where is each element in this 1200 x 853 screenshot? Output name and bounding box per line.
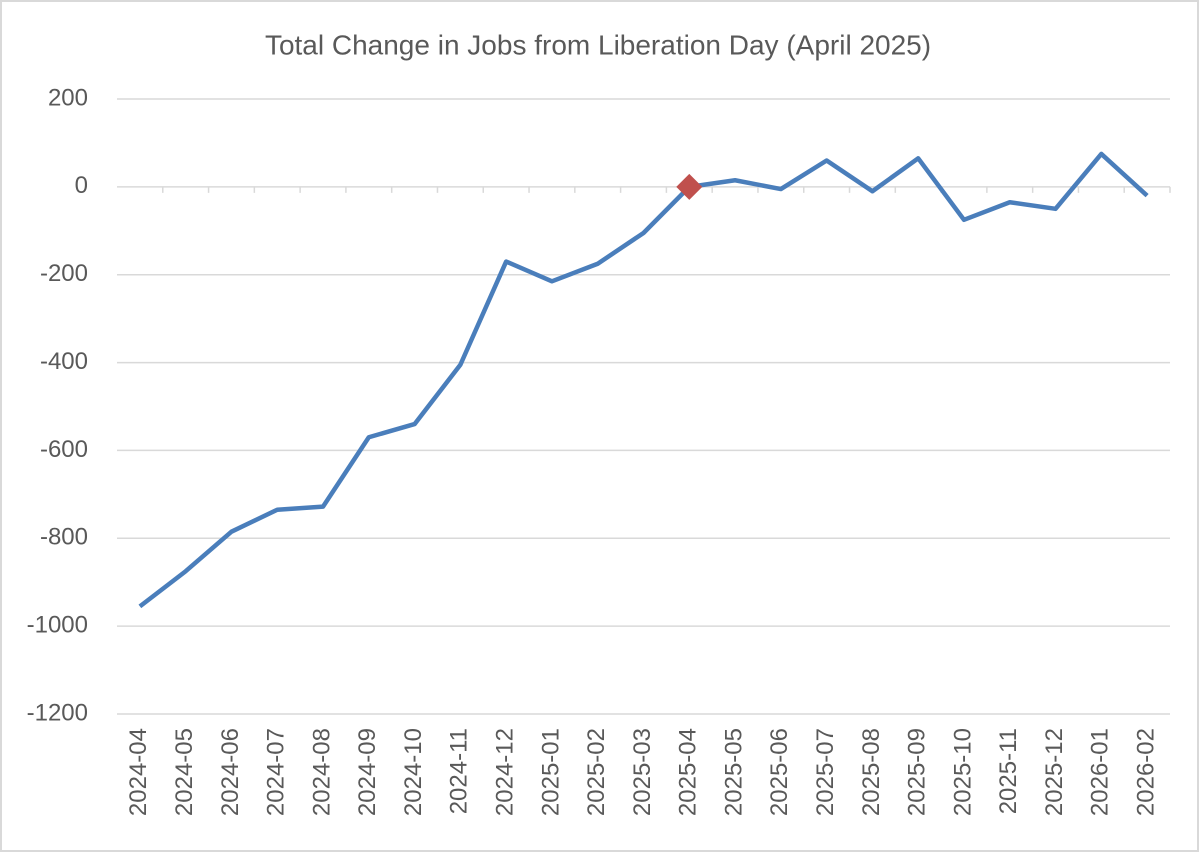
x-tick-label: 2025-12	[1041, 728, 1068, 816]
x-tick-label: 2025-08	[858, 728, 885, 816]
y-tick-label: -200	[40, 260, 88, 287]
x-tick-label: 2025-04	[675, 728, 702, 816]
x-tick-label: 2025-10	[949, 728, 976, 816]
x-tick-label: 2026-01	[1087, 728, 1114, 816]
x-tick-label: 2024-12	[491, 728, 518, 816]
y-tick-label: 200	[48, 84, 88, 111]
x-tick-label: 2025-03	[629, 728, 656, 816]
y-tick-label: -400	[40, 348, 88, 375]
x-tick-label: 2024-09	[354, 728, 381, 816]
x-tick-label: 2024-08	[308, 728, 335, 816]
x-tick-label: 2024-04	[125, 728, 152, 816]
x-tick-label: 2024-05	[171, 728, 198, 816]
x-tick-label: 2025-09	[904, 728, 931, 816]
x-tick-label: 2025-11	[995, 728, 1022, 814]
x-tick-label: 2025-02	[583, 728, 610, 816]
y-tick-label: -600	[40, 436, 88, 463]
x-tick-label: 2025-05	[720, 728, 747, 816]
y-tick-label: -1000	[27, 611, 88, 638]
x-tick-label: 2026-02	[1132, 728, 1159, 816]
x-tick-label: 2024-10	[400, 728, 427, 816]
y-tick-label: -1200	[27, 699, 88, 726]
y-tick-label: -800	[40, 524, 88, 551]
x-tick-label: 2025-01	[537, 728, 564, 816]
x-tick-label: 2025-06	[766, 728, 793, 816]
highlight-marker	[676, 173, 703, 200]
x-tick-label: 2024-11	[446, 728, 473, 814]
x-tick-label: 2025-07	[812, 728, 839, 816]
y-tick-label: 0	[75, 172, 88, 199]
chart-title: Total Change in Jobs from Liberation Day…	[265, 29, 931, 60]
x-tick-label: 2024-07	[263, 728, 290, 816]
data-line	[138, 151, 1149, 609]
x-tick-label: 2024-06	[217, 728, 244, 816]
